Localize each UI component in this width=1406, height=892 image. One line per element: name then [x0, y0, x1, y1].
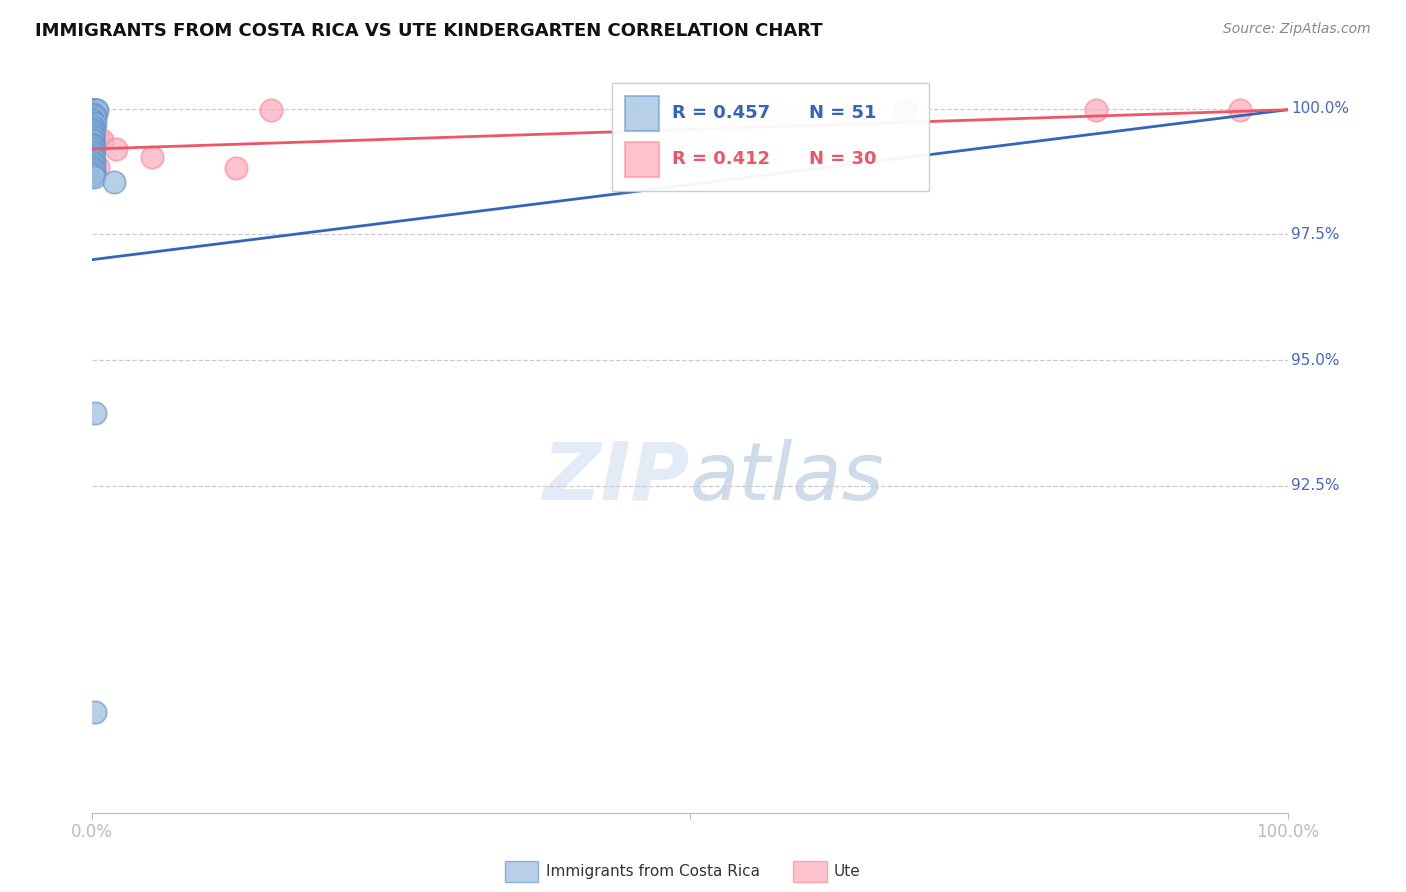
Text: N = 51: N = 51 [810, 104, 877, 122]
Point [83, 108, 105, 122]
Point [82, 131, 104, 145]
Point [894, 103, 917, 117]
Text: atlas: atlas [690, 439, 884, 517]
Point [1085, 103, 1108, 117]
Point [82, 154, 104, 169]
Point [82, 128, 104, 142]
Text: 97.5%: 97.5% [1291, 227, 1340, 242]
Point [82, 129, 104, 144]
Point [83, 153, 105, 167]
Text: N = 30: N = 30 [810, 151, 877, 169]
Point [83, 706, 105, 720]
Point [82, 133, 104, 147]
Point [84, 111, 107, 125]
Point [82, 124, 104, 138]
Point [82, 120, 104, 135]
Point [82, 114, 104, 128]
Point [86, 103, 108, 117]
Point [83, 164, 105, 178]
FancyBboxPatch shape [626, 142, 659, 178]
Point [82, 143, 104, 157]
Point [82, 120, 104, 134]
Point [82, 120, 104, 134]
Point [90, 133, 112, 147]
Point [83, 103, 105, 117]
Point [82, 151, 104, 165]
Point [82, 103, 104, 117]
Point [82, 149, 104, 163]
Point [82, 129, 104, 144]
Point [82, 123, 104, 137]
Point [83, 169, 105, 184]
Point [84, 105, 107, 120]
Text: Immigrants from Costa Rica: Immigrants from Costa Rica [546, 864, 759, 879]
Point [82, 148, 104, 162]
Point [82, 163, 104, 178]
Point [82, 112, 104, 127]
Point [83, 116, 105, 130]
Point [83, 116, 105, 130]
FancyBboxPatch shape [612, 84, 929, 192]
Point [83, 103, 105, 117]
Point [141, 149, 163, 163]
Point [82, 128, 104, 142]
Point [82, 112, 104, 127]
Point [82, 139, 104, 153]
Point [84, 104, 107, 119]
Point [82, 114, 104, 128]
Point [82, 109, 104, 123]
Point [83, 406, 105, 420]
Text: IMMIGRANTS FROM COSTA RICA VS UTE KINDERGARTEN CORRELATION CHART: IMMIGRANTS FROM COSTA RICA VS UTE KINDER… [35, 22, 823, 40]
Point [87, 131, 110, 145]
Point [84, 103, 107, 117]
Text: ZIP: ZIP [543, 439, 690, 517]
Point [82, 103, 104, 117]
Point [82, 167, 104, 181]
Point [1229, 103, 1251, 117]
Point [82, 160, 104, 174]
Point [82, 126, 104, 140]
Point [82, 124, 104, 138]
Point [87, 160, 110, 174]
Text: 92.5%: 92.5% [1291, 478, 1340, 493]
Text: Ute: Ute [834, 864, 860, 879]
Point [82, 108, 104, 122]
Point [82, 103, 104, 117]
Point [83, 109, 105, 123]
Text: R = 0.457: R = 0.457 [672, 104, 770, 122]
Point [82, 120, 104, 135]
Point [86, 103, 108, 117]
Point [83, 103, 105, 117]
Text: 100.0%: 100.0% [1291, 102, 1350, 116]
Point [82, 107, 104, 121]
Point [82, 123, 104, 137]
Point [82, 168, 104, 182]
Point [83, 158, 105, 172]
Point [83, 103, 105, 117]
Point [82, 103, 104, 117]
Point [82, 126, 104, 140]
Text: Source: ZipAtlas.com: Source: ZipAtlas.com [1223, 22, 1371, 37]
Point [83, 117, 105, 131]
Point [82, 135, 104, 149]
Point [82, 141, 104, 155]
Text: R = 0.412: R = 0.412 [672, 151, 770, 169]
Point [225, 161, 247, 175]
Text: 95.0%: 95.0% [1291, 352, 1340, 368]
Point [82, 161, 104, 175]
Point [82, 146, 104, 161]
Point [82, 145, 104, 159]
Point [82, 138, 104, 153]
Point [82, 136, 104, 151]
Point [84, 103, 107, 117]
Point [82, 156, 104, 170]
Point [260, 103, 283, 117]
Point [83, 111, 105, 125]
Point [82, 118, 104, 132]
Point [83, 163, 105, 178]
FancyBboxPatch shape [626, 96, 659, 131]
Point [103, 175, 125, 189]
Point [105, 142, 128, 156]
